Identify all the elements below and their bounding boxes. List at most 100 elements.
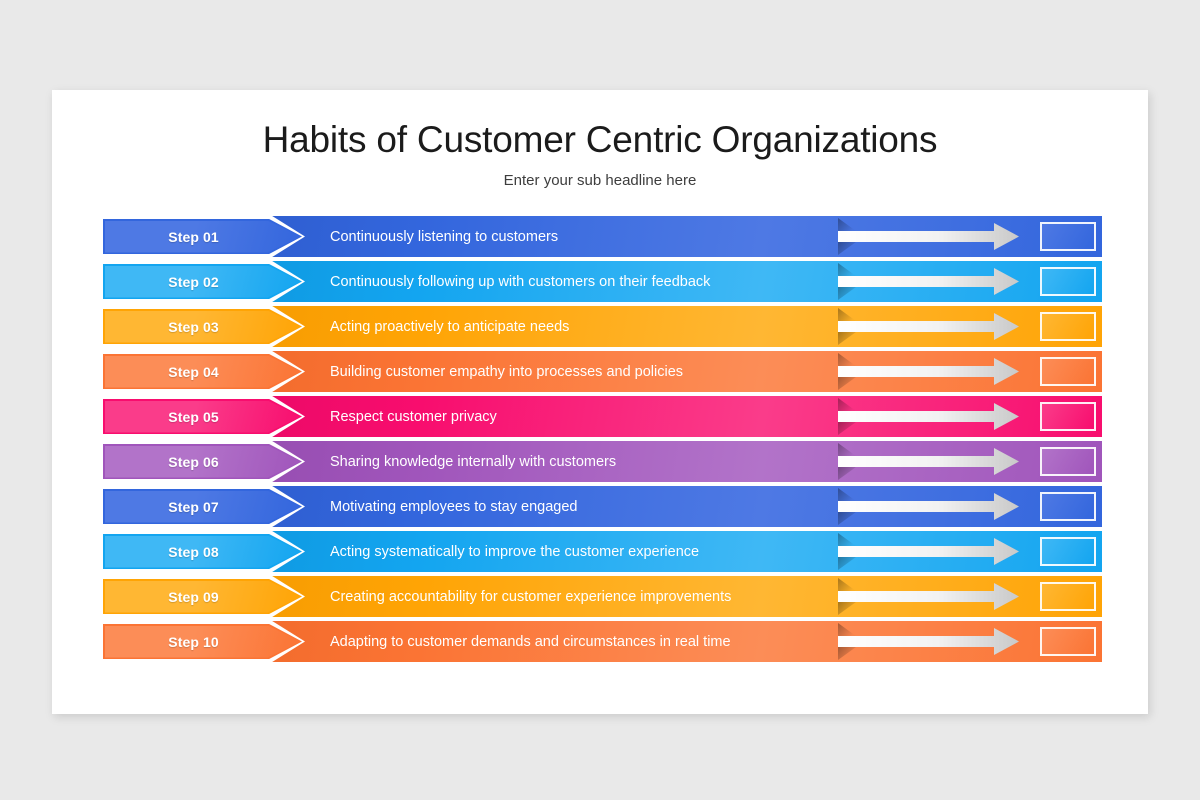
steps-list: Step 01 Continuously listening to custome… — [100, 216, 1102, 662]
step-end-box[interactable] — [1034, 351, 1102, 392]
step-chevron[interactable]: Step 05 — [100, 396, 305, 437]
step-arrow-region — [834, 261, 1034, 302]
step-arrow-region — [834, 351, 1034, 392]
step-end-box-inner — [1040, 492, 1096, 521]
step-end-box[interactable] — [1034, 576, 1102, 617]
step-chevron-face — [104, 220, 301, 253]
step-chevron[interactable]: Step 01 — [100, 216, 305, 257]
step-description: Motivating employees to stay engaged — [330, 498, 578, 515]
step-end-box-inner — [1040, 582, 1096, 611]
step-chevron-outline — [103, 444, 302, 479]
right-arrow-icon — [838, 398, 1019, 435]
step-label: Step 02 — [168, 273, 219, 290]
step-end-box[interactable] — [1034, 486, 1102, 527]
right-arrow-icon — [838, 218, 1019, 255]
step-chevron-face — [104, 445, 301, 478]
step-end-box[interactable] — [1034, 621, 1102, 662]
right-arrow-icon — [838, 263, 1019, 300]
step-chevron-face — [104, 490, 301, 523]
step-chevron-outline — [103, 219, 302, 254]
step-chevron-outline — [103, 624, 302, 659]
step-chevron-outline — [103, 579, 302, 614]
step-row[interactable]: Step 10 Adapting to customer demands and … — [100, 621, 1102, 662]
right-arrow-icon — [838, 578, 1019, 615]
step-label: Step 10 — [168, 633, 219, 650]
step-row[interactable]: Step 03 Acting proactively to anticipate … — [100, 306, 1102, 347]
slide-card: Habits of Customer Centric Organizations… — [52, 90, 1148, 714]
right-arrow-icon — [838, 443, 1019, 480]
step-chevron-face — [104, 265, 301, 298]
step-end-box[interactable] — [1034, 396, 1102, 437]
step-row[interactable]: Step 05 Respect customer privacy — [100, 396, 1102, 437]
step-end-box-inner — [1040, 312, 1096, 341]
step-label: Step 06 — [168, 453, 219, 470]
step-chevron[interactable]: Step 02 — [100, 261, 305, 302]
step-arrow-region — [834, 621, 1034, 662]
step-label: Step 04 — [168, 363, 219, 380]
step-end-box[interactable] — [1034, 306, 1102, 347]
step-description: Continuously following up with customers… — [330, 273, 711, 290]
step-chevron-outline — [103, 264, 302, 299]
step-label: Step 07 — [168, 498, 219, 515]
step-row[interactable]: Step 07 Motivating employees to stay enga… — [100, 486, 1102, 527]
step-chevron[interactable]: Step 09 — [100, 576, 305, 617]
step-arrow-region — [834, 486, 1034, 527]
page-subtitle: Enter your sub headline here — [503, 172, 697, 189]
step-end-box-inner — [1040, 537, 1096, 566]
step-chevron-outline — [103, 354, 302, 389]
right-arrow-icon — [838, 623, 1019, 660]
step-end-box-inner — [1040, 447, 1096, 476]
step-row[interactable]: Step 02 Continuously following up with cu… — [100, 261, 1102, 302]
step-description: Acting systematically to improve the cus… — [330, 543, 700, 560]
step-end-box-inner — [1040, 402, 1096, 431]
right-arrow-icon — [838, 533, 1019, 570]
step-description: Sharing knowledge internally with custom… — [330, 453, 617, 470]
step-row[interactable]: Step 04 Building customer empathy into pr… — [100, 351, 1102, 392]
step-chevron-face — [104, 535, 301, 568]
right-arrow-icon — [838, 488, 1019, 525]
right-arrow-icon — [838, 308, 1019, 345]
step-label: Step 03 — [168, 318, 219, 335]
step-chevron[interactable]: Step 03 — [100, 306, 305, 347]
step-description: Creating accountability for customer exp… — [330, 588, 732, 605]
step-chevron-face — [104, 580, 301, 613]
step-chevron[interactable]: Step 10 — [100, 621, 305, 662]
step-end-box-inner — [1040, 267, 1096, 296]
step-end-box-inner — [1040, 357, 1096, 386]
step-arrow-region — [834, 531, 1034, 572]
step-end-box[interactable] — [1034, 441, 1102, 482]
step-chevron[interactable]: Step 06 — [100, 441, 305, 482]
step-description: Continuously listening to customers — [330, 228, 559, 245]
step-row[interactable]: Step 06 Sharing knowledge internally with… — [100, 441, 1102, 482]
step-arrow-region — [834, 576, 1034, 617]
step-end-box-inner — [1040, 222, 1096, 251]
step-arrow-region — [834, 306, 1034, 347]
step-description: Adapting to customer demands and circums… — [330, 633, 731, 650]
step-chevron[interactable]: Step 04 — [100, 351, 305, 392]
step-description: Acting proactively to anticipate needs — [330, 318, 570, 335]
step-end-box[interactable] — [1034, 261, 1102, 302]
step-chevron-outline — [103, 534, 302, 569]
step-chevron[interactable]: Step 07 — [100, 486, 305, 527]
step-label: Step 01 — [168, 228, 219, 245]
step-label: Step 09 — [168, 588, 219, 605]
step-chevron[interactable]: Step 08 — [100, 531, 305, 572]
step-end-box[interactable] — [1034, 216, 1102, 257]
page-title: Habits of Customer Centric Organizations — [262, 119, 938, 160]
step-chevron-face — [104, 355, 301, 388]
right-arrow-icon — [838, 353, 1019, 390]
step-end-box-inner — [1040, 627, 1096, 656]
step-arrow-region — [834, 441, 1034, 482]
step-chevron-face — [104, 400, 301, 433]
step-description: Building customer empathy into processes… — [330, 363, 684, 380]
step-end-box[interactable] — [1034, 531, 1102, 572]
step-row[interactable]: Step 01 Continuously listening to custome… — [100, 216, 1102, 257]
step-chevron-face — [104, 625, 301, 658]
step-label: Step 08 — [168, 543, 219, 560]
step-chevron-outline — [103, 489, 302, 524]
step-chevron-face — [104, 310, 301, 343]
step-row[interactable]: Step 08 Acting systematically to improve … — [100, 531, 1102, 572]
step-arrow-region — [834, 216, 1034, 257]
step-row[interactable]: Step 09 Creating accountability for custo… — [100, 576, 1102, 617]
step-chevron-outline — [103, 399, 302, 434]
